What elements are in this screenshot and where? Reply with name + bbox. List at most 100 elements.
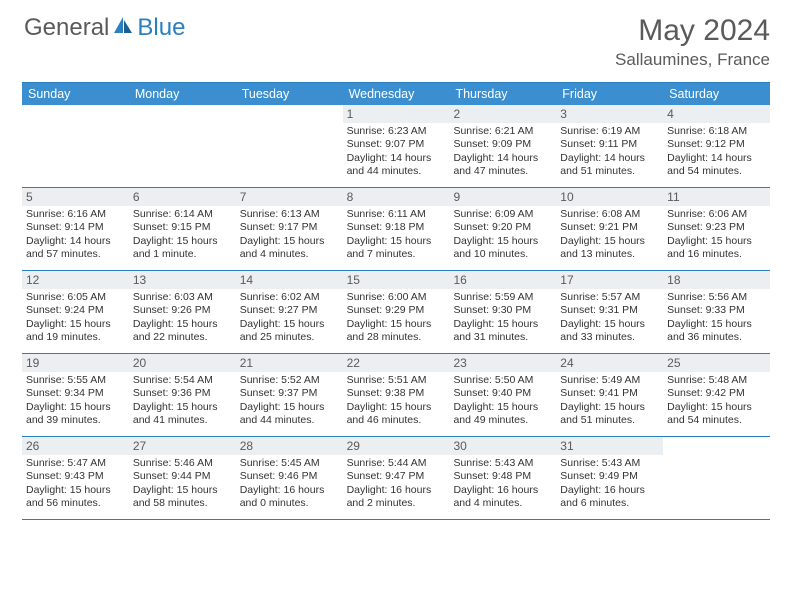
day-number-wrap: 22 (343, 354, 450, 372)
day-cell (22, 105, 129, 187)
day-number: 7 (240, 190, 339, 204)
day-number: 11 (667, 190, 766, 204)
day-cell: 6 Sunrise: 6:14 AMSunset: 9:15 PMDaylight… (129, 188, 236, 270)
day-cell: 28Sunrise: 5:45 AMSunset: 9:46 PMDayligh… (236, 437, 343, 519)
day-details: Sunrise: 5:54 AMSunset: 9:36 PMDaylight:… (129, 372, 236, 428)
day-number: 12 (26, 273, 125, 287)
day-number: 22 (347, 356, 446, 370)
day-number: 30 (453, 439, 552, 453)
day-number: 4 (667, 107, 766, 121)
day-details: Sunrise: 6:06 AMSunset: 9:23 PMDaylight:… (663, 206, 770, 262)
title-block: May 2024 Sallaumines, France (615, 14, 770, 70)
day-number: 24 (560, 356, 659, 370)
day-header: Thursday (449, 83, 556, 105)
day-details: Sunrise: 5:55 AMSunset: 9:34 PMDaylight:… (22, 372, 129, 428)
day-header: Monday (129, 83, 236, 105)
day-number: 6 (133, 190, 232, 204)
day-cell (236, 105, 343, 187)
day-number-wrap: 7 (236, 188, 343, 206)
day-cell: 25Sunrise: 5:48 AMSunset: 9:42 PMDayligh… (663, 354, 770, 436)
day-cell: 1 Sunrise: 6:23 AMSunset: 9:07 PMDaylight… (343, 105, 450, 187)
day-cell: 17 Sunrise: 5:57 AMSunset: 9:31 PMDayligh… (556, 271, 663, 353)
brand-logo: General Blue (24, 14, 185, 42)
sail-icon (112, 15, 134, 40)
day-number-wrap: 26 (22, 437, 129, 455)
week-row: 26Sunrise: 5:47 AMSunset: 9:43 PMDayligh… (22, 437, 770, 520)
day-number: 3 (560, 107, 659, 121)
day-number-wrap: 5 (22, 188, 129, 206)
day-number-wrap: 1 (343, 105, 450, 123)
page-header: General Blue May 2024 Sallaumines, Franc… (0, 0, 792, 76)
day-cell: 9Sunrise: 6:09 AMSunset: 9:20 PMDaylight… (449, 188, 556, 270)
day-number: 17 (560, 273, 659, 287)
day-number: 13 (133, 273, 232, 287)
day-cell: 11 Sunrise: 6:06 AMSunset: 9:23 PMDayligh… (663, 188, 770, 270)
day-header: Saturday (663, 83, 770, 105)
day-number: 20 (133, 356, 232, 370)
day-number-wrap: 30 (449, 437, 556, 455)
day-details: Sunrise: 6:03 AMSunset: 9:26 PMDaylight:… (129, 289, 236, 345)
day-details: Sunrise: 6:13 AMSunset: 9:17 PMDaylight:… (236, 206, 343, 262)
day-details: Sunrise: 5:44 AMSunset: 9:47 PMDaylight:… (343, 455, 450, 511)
day-details: Sunrise: 5:49 AMSunset: 9:41 PMDaylight:… (556, 372, 663, 428)
week-row: 12 Sunrise: 6:05 AMSunset: 9:24 PMDayligh… (22, 271, 770, 354)
day-number-wrap: 18 (663, 271, 770, 289)
day-details: Sunrise: 5:46 AMSunset: 9:44 PMDaylight:… (129, 455, 236, 511)
day-number: 15 (347, 273, 446, 287)
day-number: 31 (560, 439, 659, 453)
day-number: 14 (240, 273, 339, 287)
day-number-wrap: 11 (663, 188, 770, 206)
day-details: Sunrise: 6:11 AMSunset: 9:18 PMDaylight:… (343, 206, 450, 262)
day-cell: 12 Sunrise: 6:05 AMSunset: 9:24 PMDayligh… (22, 271, 129, 353)
day-cell: 3 Sunrise: 6:19 AMSunset: 9:11 PMDaylight… (556, 105, 663, 187)
day-number-wrap: 29 (343, 437, 450, 455)
day-number: 23 (453, 356, 552, 370)
day-number-wrap: 14 (236, 271, 343, 289)
day-number: 10 (560, 190, 659, 204)
day-cell: 22 Sunrise: 5:51 AMSunset: 9:38 PMDayligh… (343, 354, 450, 436)
day-cell: 16Sunrise: 5:59 AMSunset: 9:30 PMDayligh… (449, 271, 556, 353)
day-details: Sunrise: 5:57 AMSunset: 9:31 PMDaylight:… (556, 289, 663, 345)
day-number-wrap: 21 (236, 354, 343, 372)
day-details: Sunrise: 5:43 AMSunset: 9:48 PMDaylight:… (449, 455, 556, 511)
day-details: Sunrise: 6:21 AMSunset: 9:09 PMDaylight:… (449, 123, 556, 179)
week-row: 1 Sunrise: 6:23 AMSunset: 9:07 PMDaylight… (22, 105, 770, 188)
day-cell: 2Sunrise: 6:21 AMSunset: 9:09 PMDaylight… (449, 105, 556, 187)
day-number: 21 (240, 356, 339, 370)
location: Sallaumines, France (615, 50, 770, 70)
day-number: 5 (26, 190, 125, 204)
day-details: Sunrise: 5:52 AMSunset: 9:37 PMDaylight:… (236, 372, 343, 428)
day-number-wrap (22, 105, 129, 109)
day-header: Wednesday (343, 83, 450, 105)
day-number-wrap: 17 (556, 271, 663, 289)
day-header: Tuesday (236, 83, 343, 105)
day-number: 8 (347, 190, 446, 204)
day-details: Sunrise: 6:19 AMSunset: 9:11 PMDaylight:… (556, 123, 663, 179)
day-cell: 14Sunrise: 6:02 AMSunset: 9:27 PMDayligh… (236, 271, 343, 353)
day-details: Sunrise: 6:05 AMSunset: 9:24 PMDaylight:… (22, 289, 129, 345)
day-number: 27 (133, 439, 232, 453)
day-cell: 30 Sunrise: 5:43 AMSunset: 9:48 PMDayligh… (449, 437, 556, 519)
day-cell: 31Sunrise: 5:43 AMSunset: 9:49 PMDayligh… (556, 437, 663, 519)
day-cell: 7 Sunrise: 6:13 AMSunset: 9:17 PMDaylight… (236, 188, 343, 270)
day-details: Sunrise: 6:09 AMSunset: 9:20 PMDaylight:… (449, 206, 556, 262)
brand-part1: General (24, 14, 109, 42)
month-year: May 2024 (615, 14, 770, 48)
day-number: 29 (347, 439, 446, 453)
day-number-wrap: 24 (556, 354, 663, 372)
day-number: 1 (347, 107, 446, 121)
day-details: Sunrise: 6:14 AMSunset: 9:15 PMDaylight:… (129, 206, 236, 262)
day-number-wrap: 4 (663, 105, 770, 123)
day-cell: 24 Sunrise: 5:49 AMSunset: 9:41 PMDayligh… (556, 354, 663, 436)
day-number-wrap: 10 (556, 188, 663, 206)
week-row: 19Sunrise: 5:55 AMSunset: 9:34 PMDayligh… (22, 354, 770, 437)
day-details: Sunrise: 5:51 AMSunset: 9:38 PMDaylight:… (343, 372, 450, 428)
day-details: Sunrise: 6:23 AMSunset: 9:07 PMDaylight:… (343, 123, 450, 179)
day-cell: 20 Sunrise: 5:54 AMSunset: 9:36 PMDayligh… (129, 354, 236, 436)
day-number-wrap (236, 105, 343, 109)
day-cell (129, 105, 236, 187)
day-cell: 8 Sunrise: 6:11 AMSunset: 9:18 PMDaylight… (343, 188, 450, 270)
day-details: Sunrise: 6:16 AMSunset: 9:14 PMDaylight:… (22, 206, 129, 262)
calendar-grid: SundayMondayTuesdayWednesdayThursdayFrid… (22, 82, 770, 520)
day-details: Sunrise: 5:59 AMSunset: 9:30 PMDaylight:… (449, 289, 556, 345)
